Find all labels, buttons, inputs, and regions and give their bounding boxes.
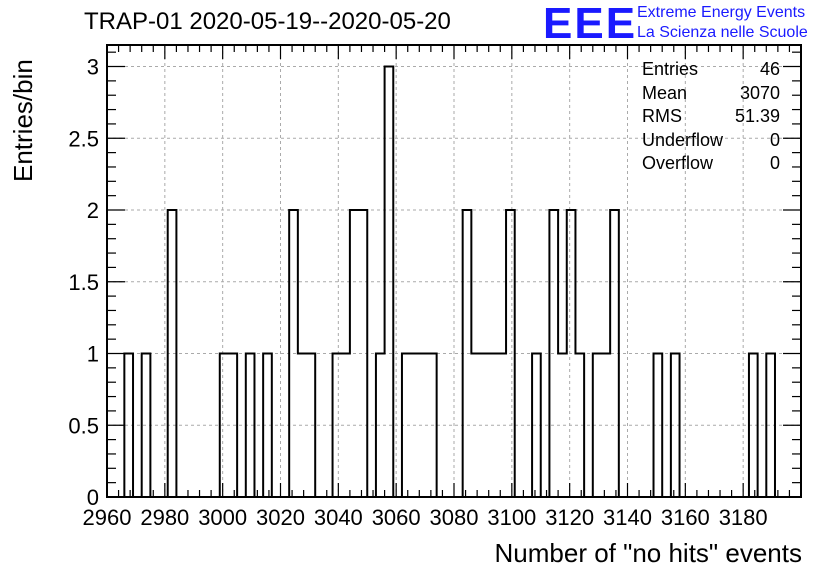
stat-key: Overflow — [642, 153, 714, 173]
eee-logo: EEE — [543, 0, 638, 48]
x-tick-label: 3060 — [372, 505, 421, 530]
x-tick-label: 3160 — [661, 505, 710, 530]
stat-key: RMS — [642, 106, 682, 126]
y-tick-label: 2 — [87, 198, 99, 223]
stats-box: Entries 46 Mean 3070 RMS 51.39 Underflow… — [640, 58, 780, 176]
logo-line-2: La Scienza nelle Scuole — [637, 24, 808, 41]
y-tick-label: 1 — [87, 342, 99, 367]
x-tick-labels: 2960 2980 3000 3020 3040 3060 3080 3100 3120 3140… — [83, 505, 768, 530]
stat-value: 46 — [759, 59, 780, 79]
x-axis-label: Number of "no hits" events — [494, 538, 803, 568]
x-tick-label: 3080 — [430, 505, 479, 530]
y-tick-label: 1.5 — [68, 270, 99, 295]
logo-text: Extreme Energy Events La Scienza nelle S… — [637, 3, 808, 43]
stat-row-mean: Mean 3070 — [640, 82, 780, 106]
stat-key: Underflow — [642, 129, 724, 150]
stat-value: 0 — [769, 153, 780, 173]
y-tick-label: 2.5 — [68, 126, 99, 151]
stat-row-rms: RMS 51.39 — [640, 105, 780, 129]
logo-line-1: Extreme Energy Events — [637, 4, 806, 21]
x-tick-label: 3180 — [719, 505, 768, 530]
x-tick-label: 3140 — [603, 505, 652, 530]
stat-row-overflow: Overflow 0 — [640, 152, 780, 176]
chart-title: TRAP-01 2020-05-19--2020-05-20 — [84, 8, 451, 35]
stat-value: 0 — [769, 129, 780, 150]
stat-key: Entries — [642, 59, 699, 79]
x-tick-label: 2980 — [140, 505, 189, 530]
y-tick-label: 3 — [87, 55, 99, 80]
y-tick-label: 0.5 — [68, 413, 99, 438]
stat-row-underflow: Underflow 0 — [640, 129, 780, 153]
x-tick-label: 3000 — [198, 505, 247, 530]
y-axis-label: Entries/bin — [8, 59, 38, 182]
x-tick-label: 2960 — [83, 505, 132, 530]
stat-row-entries: Entries 46 — [640, 58, 780, 82]
y-tick-label: 0 — [87, 485, 99, 510]
x-tick-label: 3040 — [314, 505, 363, 530]
x-tick-label: 3020 — [256, 505, 305, 530]
y-tick-labels: 0 0.5 1 1.5 2 2.5 3 — [68, 55, 99, 510]
stat-key: Mean — [642, 82, 688, 103]
x-tick-label: 3120 — [545, 505, 594, 530]
stat-value: 51.39 — [734, 106, 780, 126]
x-tick-label: 3100 — [487, 505, 536, 530]
stat-value: 3070 — [739, 82, 780, 103]
axes — [106, 44, 802, 498]
